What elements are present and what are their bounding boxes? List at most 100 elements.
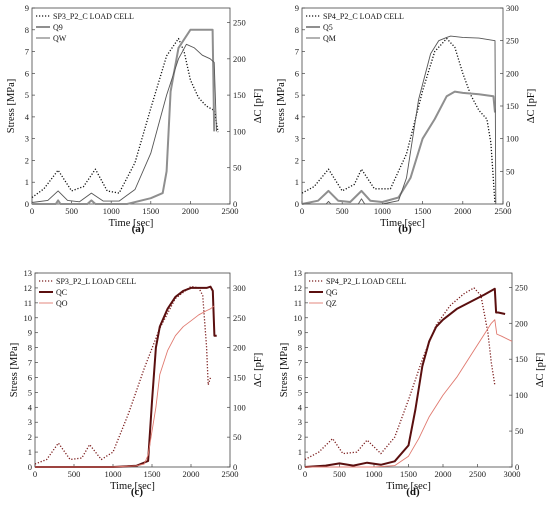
y-tick-label: 13 — [24, 268, 33, 278]
y2-tick-label: 0 — [515, 462, 519, 472]
y-tick-label: 6 — [298, 372, 302, 382]
y-tick-label: 5 — [295, 90, 299, 100]
y-tick-label: 4 — [28, 402, 33, 412]
x-tick-label: 1000 — [105, 469, 122, 479]
y-tick-label: 2 — [28, 432, 32, 442]
y2-tick-label: 300 — [506, 3, 519, 13]
chart-panel-4: 0 500 1000 1500 2000 2500 30000123456789101112… — [279, 268, 546, 498]
y2-tick-label: 100 — [233, 126, 246, 136]
panel-caption: (c) — [131, 486, 144, 498]
y2-axis-label: ΔC [pF] — [535, 353, 546, 387]
y-tick-label: 8 — [25, 25, 29, 35]
series-line-1 — [301, 37, 496, 205]
x-tick-label: 2000 — [182, 206, 199, 216]
y-tick-label: 9 — [28, 328, 32, 338]
x-tick-label: 1500 — [142, 206, 159, 216]
x-tick-label: 500 — [65, 206, 78, 216]
chart-panel-2: 0 500 1000 1500 2000 250001234567890501001502… — [276, 3, 537, 235]
x-tick-label: 2500 — [469, 469, 486, 479]
x-axis-label: Time [sec] — [386, 481, 431, 492]
y-tick-label: 4 — [295, 112, 300, 122]
legend-entry: SP3_P2_C LOAD CELL — [53, 12, 134, 21]
y-tick-label: 0 — [295, 199, 299, 209]
series-line-3 — [305, 319, 513, 468]
x-tick-label: 1000 — [103, 206, 120, 216]
legend-entry: Q5 — [323, 23, 333, 32]
y-tick-label: 6 — [295, 68, 299, 78]
legend-entry: SP4_P2_C LOAD CELL — [323, 12, 404, 21]
x-tick-label: 2500 — [495, 206, 512, 216]
legend-entry: QW — [53, 34, 67, 43]
y-axis-label: Stress [MPa] — [279, 343, 290, 398]
y-tick-label: 1 — [25, 177, 29, 187]
y2-axis-label: ΔC [pF] — [253, 353, 264, 387]
y-tick-label: 10 — [294, 313, 303, 323]
y-tick-label: 3 — [25, 134, 29, 144]
y2-tick-label: 0 — [506, 199, 510, 209]
y-tick-label: 10 — [24, 313, 33, 323]
y-tick-label: 1 — [295, 177, 299, 187]
y-tick-label: 3 — [28, 417, 32, 427]
series-line-3 — [35, 305, 215, 468]
y-tick-label: 1 — [28, 447, 32, 457]
y2-tick-label: 0 — [233, 462, 237, 472]
y-tick-label: 2 — [295, 155, 299, 165]
y2-tick-label: 100 — [515, 390, 528, 400]
y2-tick-label: 250 — [233, 18, 246, 28]
y2-tick-label: 150 — [506, 101, 519, 111]
legend-entry: QC — [56, 288, 67, 297]
y2-tick-label: 0 — [233, 199, 237, 209]
y2-tick-label: 300 — [233, 283, 246, 293]
series-line-3 — [31, 43, 217, 203]
y-tick-label: 5 — [25, 90, 29, 100]
y-tick-label: 8 — [28, 343, 32, 353]
panel-caption: (d) — [406, 486, 420, 498]
x-axis-label: Time [sec] — [110, 481, 155, 492]
legend-entry: SP4_P2_L LOAD CELL — [326, 277, 406, 286]
y-tick-label: 6 — [25, 68, 29, 78]
y-tick-label: 2 — [25, 155, 29, 165]
legend-entry: QG — [326, 288, 338, 297]
y2-tick-label: 50 — [506, 166, 515, 176]
y-tick-label: 8 — [295, 25, 299, 35]
y2-tick-label: 250 — [506, 36, 519, 46]
y2-tick-label: 250 — [515, 282, 528, 292]
legend-entry: QZ — [326, 299, 337, 308]
x-axis-label: Time [sec] — [380, 218, 425, 229]
y-tick-label: 12 — [294, 283, 303, 293]
y-tick-label: 1 — [298, 447, 302, 457]
y-tick-label: 9 — [298, 328, 302, 338]
series-line-3 — [302, 35, 497, 205]
y-tick-label: 11 — [24, 298, 32, 308]
legend-entry: SP3_P2_L LOAD CELL — [56, 277, 136, 286]
y-tick-label: 11 — [294, 298, 302, 308]
x-tick-label: 0 — [30, 206, 34, 216]
legend-entry: Q9 — [53, 23, 63, 32]
x-tick-label: 0 — [303, 469, 307, 479]
x-tick-label: 3000 — [504, 469, 521, 479]
panel-caption: (b) — [398, 223, 412, 235]
y-tick-label: 3 — [295, 134, 299, 144]
y-tick-label: 7 — [298, 358, 302, 368]
y-tick-label: 3 — [298, 417, 302, 427]
y-tick-label: 2 — [298, 432, 302, 442]
x-tick-label: 1000 — [366, 469, 383, 479]
x-tick-label: 0 — [33, 469, 37, 479]
y-tick-label: 9 — [295, 3, 299, 13]
chart-panel-1: 0 500 1000 1500 2000 250001234567890501001502… — [6, 3, 264, 235]
x-tick-label: 2000 — [454, 206, 471, 216]
y2-axis-label: ΔC [pF] — [253, 89, 264, 123]
x-tick-label: 500 — [68, 469, 81, 479]
y-tick-label: 4 — [25, 112, 30, 122]
series-line-2 — [301, 90, 496, 205]
y-tick-label: 12 — [24, 283, 33, 293]
legend-entry: QO — [56, 299, 68, 308]
y2-tick-label: 150 — [515, 354, 528, 364]
x-tick-label: 1000 — [374, 206, 391, 216]
y-tick-label: 5 — [298, 387, 302, 397]
x-tick-label: 500 — [333, 469, 346, 479]
x-tick-label: 0 — [300, 206, 304, 216]
y2-tick-label: 100 — [506, 134, 519, 144]
y2-tick-label: 250 — [233, 313, 246, 323]
